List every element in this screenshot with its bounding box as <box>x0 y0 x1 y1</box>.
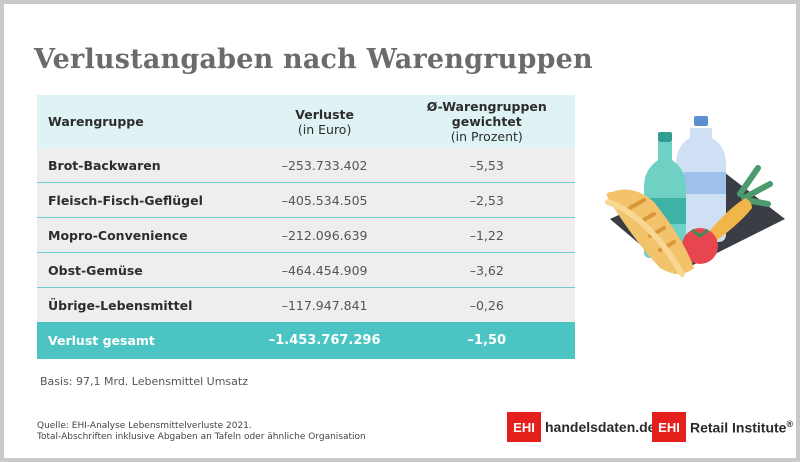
header-warengruppe: Warengruppe <box>37 95 251 148</box>
brand-text: handelsdaten.de <box>545 419 656 435</box>
loss-table: Warengruppe Verluste (in Euro) Ø-Warengru… <box>37 95 575 359</box>
source-note: Quelle: EHI-Analyse Lebensmittelverluste… <box>37 421 366 443</box>
ehi-logo-box: EHI <box>507 412 541 442</box>
cell-group: Brot-Backwaren <box>37 148 251 183</box>
total-label: Verlust gesamt <box>37 322 251 359</box>
cell-loss: –253.733.402 <box>250 148 399 183</box>
cell-group: Mopro-Convenience <box>37 217 251 253</box>
source-line: Total-Abschriften inklusive Abgaben an T… <box>37 432 366 442</box>
table-total-row: Verlust gesamt –1.453.767.296 –1,50 <box>37 322 575 359</box>
cell-pct: –5,53 <box>398 148 575 183</box>
registered-mark: ® <box>786 418 794 429</box>
groceries-illustration <box>600 114 790 288</box>
ehi-logo-box: EHI <box>652 412 686 442</box>
chart-title: Verlustangaben nach Warengruppen <box>34 44 593 75</box>
cell-group: Übrige-Lebensmittel <box>37 287 251 322</box>
table-header-row: Warengruppe Verluste (in Euro) Ø-Warengru… <box>37 95 575 148</box>
cell-pct: –3,62 <box>398 252 575 288</box>
table-row: Übrige-Lebensmittel –117.947.841 –0,26 <box>37 287 575 322</box>
total-loss: –1.453.767.296 <box>250 322 399 359</box>
basis-note: Basis: 97,1 Mrd. Lebensmittel Umsatz <box>40 375 248 388</box>
cell-pct: –0,26 <box>398 287 575 322</box>
table-row: Mopro-Convenience –212.096.639 –1,22 <box>37 217 575 253</box>
source-line: Quelle: EHI-Analyse Lebensmittelverluste… <box>37 421 252 431</box>
brand-text: Retail Institute <box>690 419 787 436</box>
cell-loss: –405.534.505 <box>250 182 399 218</box>
ehi-retail-institute-logo: EHI Retail Institute® <box>652 412 793 442</box>
cell-group: Fleisch-Fisch-Geflügel <box>37 182 251 218</box>
header-prozent: Ø-Warengruppen gewichtet (in Prozent) <box>398 95 575 148</box>
cell-loss: –464.454.909 <box>250 252 399 288</box>
cell-loss: –212.096.639 <box>250 217 399 253</box>
table-row: Obst-Gemüse –464.454.909 –3,62 <box>37 252 575 288</box>
cell-pct: –1,22 <box>398 217 575 253</box>
table-row: Brot-Backwaren –253.733.402 –5,53 <box>37 148 575 183</box>
header-verluste: Verluste (in Euro) <box>250 95 399 148</box>
cell-group: Obst-Gemüse <box>37 252 251 288</box>
total-pct: –1,50 <box>398 322 575 359</box>
cell-pct: –2,53 <box>398 182 575 218</box>
handelsdaten-logo: EHI handelsdaten.de <box>507 412 655 442</box>
table-row: Fleisch-Fisch-Geflügel –405.534.505 –2,5… <box>37 182 575 218</box>
cell-loss: –117.947.841 <box>250 287 399 322</box>
